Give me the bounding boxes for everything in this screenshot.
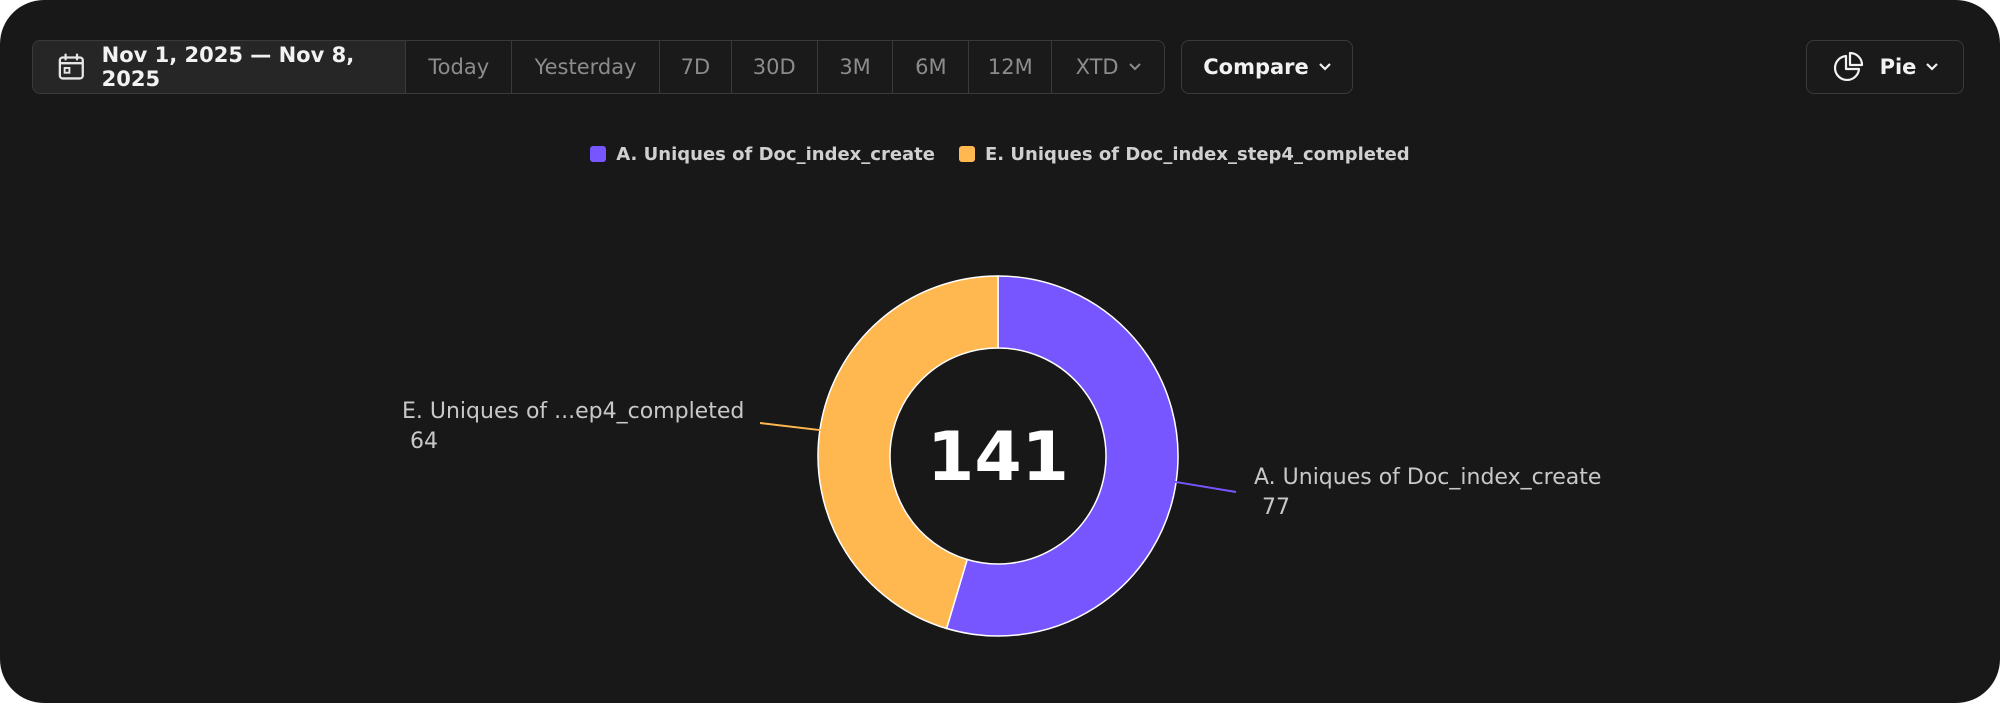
legend-item-e[interactable]: E. Uniques of Doc_index_step4_completed	[958, 143, 1410, 165]
calendar-icon	[58, 53, 84, 80]
chevron-down-icon	[1318, 63, 1331, 71]
legend-item-a[interactable]: A. Uniques of Doc_index_create	[590, 144, 935, 165]
leader-line-e	[759, 422, 822, 432]
chart-type-label: Pie	[1879, 55, 1917, 79]
chevron-down-icon	[1128, 63, 1141, 71]
slice-value-a: 77	[1262, 495, 1290, 520]
preset-12m-button[interactable]: 12M	[968, 41, 1051, 93]
legend-label-e: E. Uniques of Doc_index_step4_completed	[984, 143, 1410, 165]
pie-chart-icon	[1833, 51, 1863, 82]
slice-label-a: A. Uniques of Doc_index_create	[1254, 465, 1601, 490]
donut-slice-a[interactable]	[945, 275, 1179, 637]
chevron-down-icon	[1926, 63, 1939, 71]
slice-label-e: E. Uniques of ...ep4_completed	[402, 399, 744, 424]
preset-today-button[interactable]: Today	[405, 41, 511, 93]
donut-slice-e[interactable]	[817, 275, 999, 630]
date-range-picker[interactable]: Nov 1, 2025 — Nov 8, 2025	[33, 41, 406, 93]
preset-7d-button[interactable]: 7D	[658, 41, 731, 93]
date-range-bar: Nov 1, 2025 — Nov 8, 2025 Today Yesterda…	[32, 40, 1165, 94]
preset-xtd-dropdown[interactable]: XTD	[1051, 41, 1164, 93]
legend-label-a: A. Uniques of Doc_index_create	[616, 143, 935, 165]
preset-xtd-label: XTD	[1075, 55, 1119, 79]
preset-30d-button[interactable]: 30D	[730, 41, 817, 93]
chart-legend: A. Uniques of Doc_index_create E. Unique…	[0, 142, 2000, 166]
chart-type-dropdown[interactable]: Pie	[1806, 40, 1964, 94]
leader-line-a	[1173, 480, 1237, 493]
slice-value-e: 64	[410, 429, 438, 454]
legend-swatch-a	[590, 146, 607, 162]
preset-6m-button[interactable]: 6M	[892, 41, 968, 93]
donut-total-label: 141	[927, 418, 1069, 497]
compare-button[interactable]: Compare	[1181, 40, 1353, 94]
legend-swatch-e	[958, 146, 975, 162]
date-range-label: Nov 1, 2025 — Nov 8, 2025	[101, 43, 355, 91]
compare-label: Compare	[1203, 55, 1309, 79]
preset-3m-button[interactable]: 3M	[816, 41, 893, 93]
preset-yesterday-button[interactable]: Yesterday	[511, 41, 659, 93]
